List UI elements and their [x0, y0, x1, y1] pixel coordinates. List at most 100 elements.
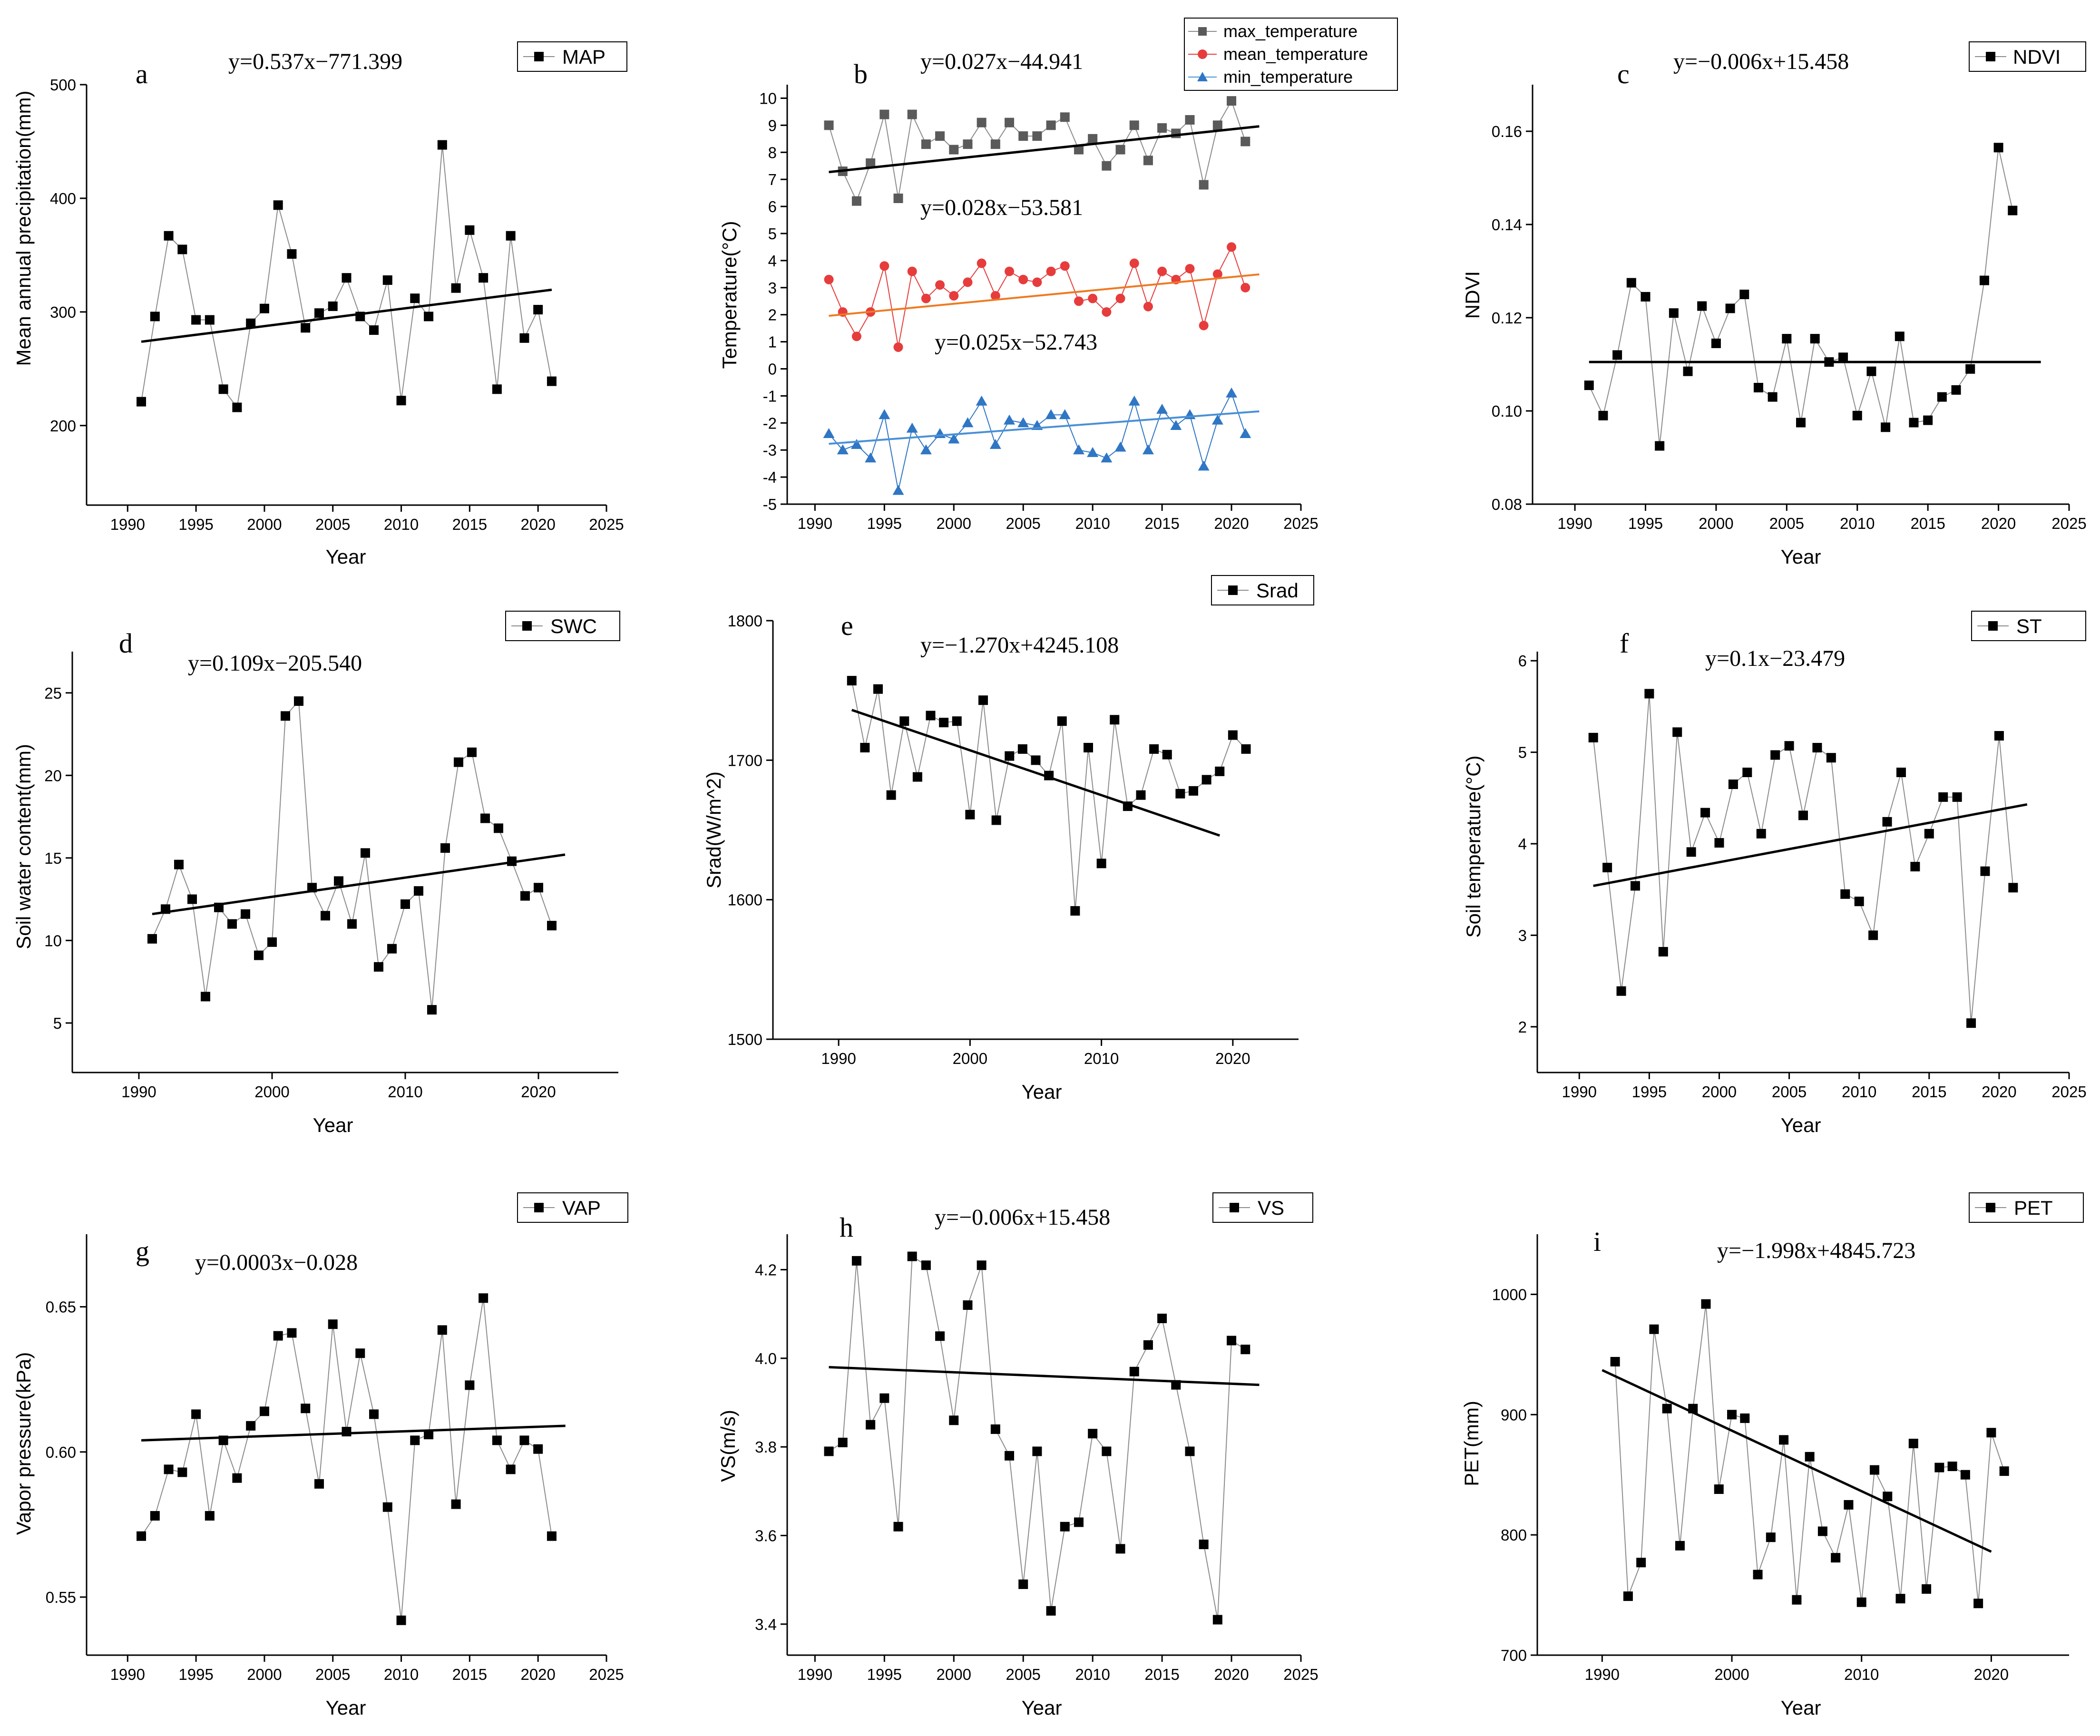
- data-point: [1980, 866, 1990, 876]
- plot-area: 1990 1995 2000 2005 2010 2015 2020 2025 0.08 0.10…: [1492, 85, 2087, 532]
- legend-label: SWC: [550, 615, 597, 637]
- x-tick-label: 2000: [254, 1083, 289, 1101]
- data-point: [990, 1424, 1000, 1434]
- x-axis-title: Year: [1022, 1697, 1062, 1719]
- x-tick-label: 2015: [1144, 1666, 1179, 1683]
- data-point: [1768, 392, 1778, 402]
- trend-line: [829, 1365, 1260, 1386]
- x-tick-label: 2000: [1699, 515, 1733, 532]
- data-point: [467, 747, 477, 757]
- data-point: [1805, 1452, 1815, 1462]
- data-point: [361, 848, 370, 858]
- data-point: [334, 876, 343, 886]
- x-tick-label: 2015: [1910, 515, 1945, 532]
- legend: SWC: [505, 611, 620, 641]
- data-point: [1199, 321, 1209, 331]
- data-point: [1993, 143, 2003, 153]
- y-tick-label: 700: [1501, 1647, 1527, 1664]
- panel-label: i: [1593, 1226, 1601, 1257]
- legend: MAP: [517, 41, 627, 72]
- data-point: [893, 342, 903, 352]
- data-point: [1658, 947, 1668, 957]
- data-point: [301, 1404, 311, 1414]
- data-point: [1662, 1404, 1672, 1414]
- x-tick-label: 2020: [521, 1083, 556, 1101]
- series-SWC: [147, 696, 557, 1015]
- panel-a-map: a y=0.537x−771.399 MAP Mean annual preci…: [12, 41, 627, 568]
- data-point: [1641, 292, 1651, 302]
- y-tick-label: 5: [768, 225, 777, 243]
- y-tick-label: 0: [768, 360, 777, 378]
- data-point: [991, 815, 1001, 825]
- data-point: [347, 919, 357, 929]
- data-point: [1162, 750, 1172, 760]
- series-MAP: [137, 140, 557, 412]
- data-point: [1096, 858, 1106, 868]
- x-tick-label: 2000: [937, 1666, 971, 1683]
- data-point: [2008, 205, 2018, 215]
- data-point: [1070, 906, 1080, 916]
- data-point: [1895, 332, 1905, 341]
- panel-label: h: [840, 1212, 853, 1243]
- data-point: [1032, 1446, 1042, 1456]
- y-axis-title: NDVI: [1461, 271, 1484, 319]
- y-tick-label: 20: [44, 767, 62, 784]
- data-point: [451, 283, 461, 293]
- data-point: [369, 325, 379, 335]
- y-tick-label: 300: [50, 303, 76, 321]
- data-point: [977, 1260, 987, 1270]
- y-tick-label: 3: [1518, 927, 1527, 944]
- y-axis-title: Vapor pressure(kPa): [12, 1352, 35, 1535]
- panel-label: d: [119, 628, 133, 659]
- data-point: [1626, 278, 1636, 288]
- data-point: [977, 117, 987, 127]
- data-point: [241, 909, 250, 919]
- data-point: [1882, 817, 1892, 827]
- x-axis-title: Year: [1781, 1697, 1821, 1719]
- x-tick-label: 1990: [821, 1050, 856, 1067]
- data-point: [400, 899, 410, 909]
- x-tick-label: 1995: [178, 516, 213, 533]
- data-point: [989, 439, 1001, 449]
- x-tick-label: 2005: [315, 516, 350, 533]
- data-point: [978, 695, 988, 705]
- data-point: [935, 131, 945, 141]
- y-tick-label: 25: [44, 684, 62, 702]
- legend-circle-marker-icon: [1198, 49, 1207, 59]
- panel-label: e: [841, 610, 853, 641]
- data-point: [1088, 1429, 1098, 1439]
- trend-line: [851, 709, 1221, 837]
- legend-label: VS: [1258, 1197, 1284, 1219]
- data-point: [201, 992, 210, 1002]
- x-tick-label: 2010: [388, 1083, 422, 1101]
- data-point: [1102, 161, 1112, 171]
- data-point: [1812, 743, 1822, 753]
- legend: ST: [1971, 611, 2086, 641]
- y-tick-label: 6: [768, 198, 777, 215]
- data-point: [232, 402, 242, 412]
- data-point: [1994, 731, 2004, 741]
- data-point: [824, 120, 834, 130]
- panel-f-st: f y=0.1x−23.479 ST Soil temperature(°C) …: [1462, 611, 2087, 1136]
- data-point: [150, 312, 160, 322]
- data-point: [1005, 266, 1015, 276]
- data-point: [1881, 422, 1891, 432]
- data-point: [921, 139, 931, 149]
- series-line: [828, 392, 1246, 491]
- data-point: [1895, 1594, 1905, 1604]
- data-point: [1199, 180, 1209, 190]
- data-point: [437, 140, 447, 150]
- data-point: [494, 823, 503, 833]
- data-point: [892, 485, 904, 495]
- data-point: [1074, 296, 1084, 306]
- data-point: [1742, 767, 1752, 777]
- series-ST: [1588, 689, 2018, 1028]
- data-point: [259, 1406, 269, 1416]
- data-point: [1128, 395, 1140, 406]
- x-tick-label: 2015: [452, 1666, 487, 1683]
- y-tick-label: 0.08: [1492, 496, 1522, 513]
- x-tick-label: 1995: [867, 515, 902, 532]
- data-point: [281, 711, 290, 721]
- data-point: [506, 231, 516, 241]
- legend-label: NDVI: [2013, 46, 2061, 68]
